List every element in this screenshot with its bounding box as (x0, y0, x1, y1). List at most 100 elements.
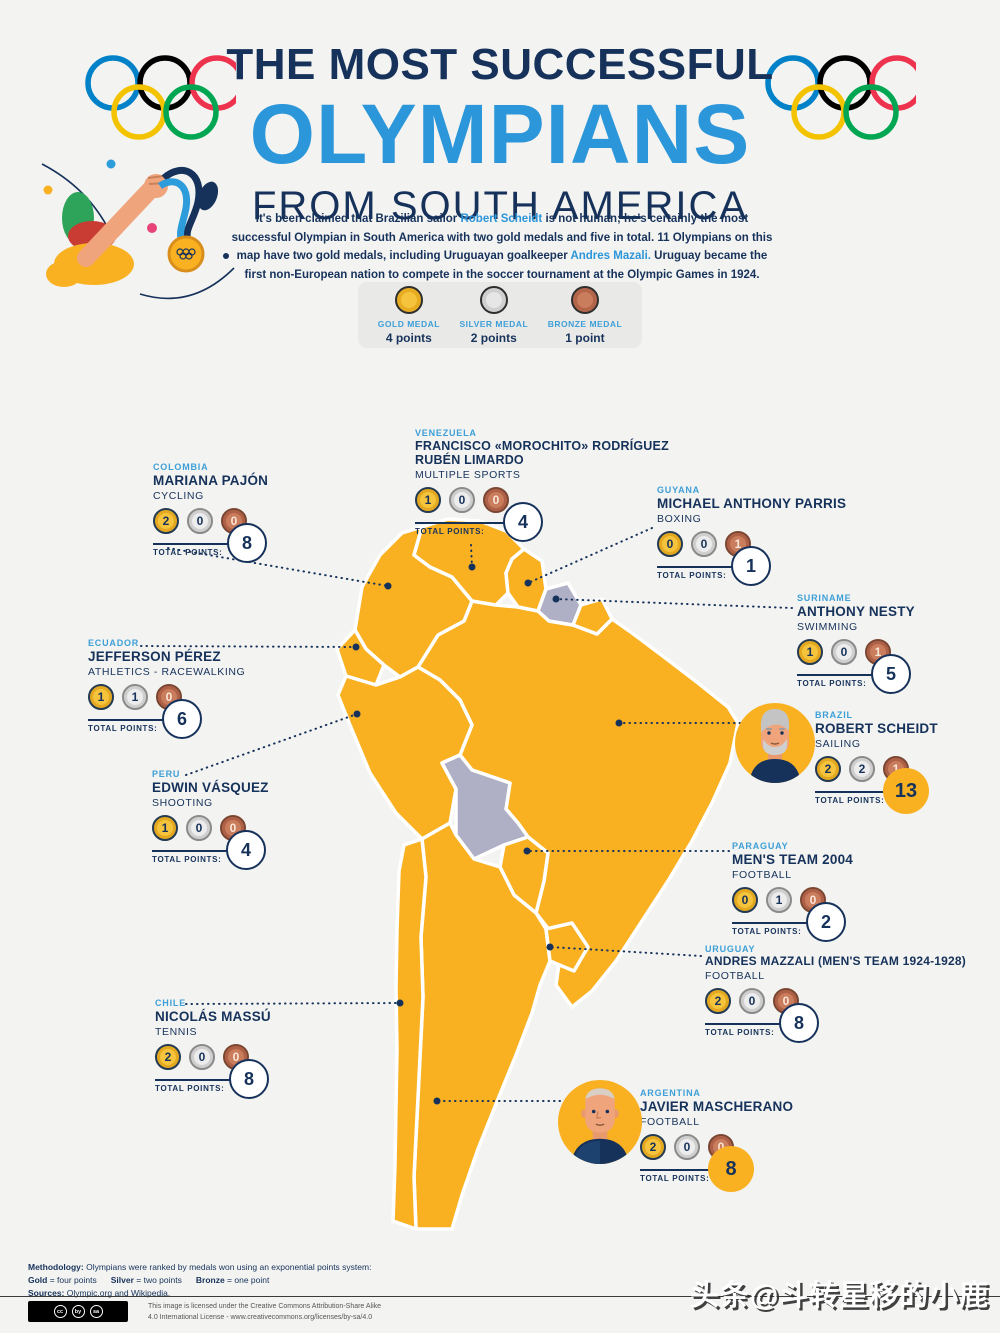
south-america-map (300, 515, 740, 1235)
athlete-callout-peru: PERU EDWIN VÁSQUEZ SHOOTING 1 0 0 TOTAL POINTS… (152, 769, 269, 871)
country-label-uruguay: URUGUAY (705, 944, 756, 954)
link-andres-mazali[interactable]: Andres Mazali. (570, 250, 651, 263)
athlete-name: EDWIN VÁSQUEZ (152, 780, 269, 795)
athlete-sport: BOXING (657, 513, 702, 526)
olympic-rings-icon-right (764, 54, 916, 152)
total-points-value: 8 (779, 1003, 819, 1044)
cc-license-badge: cc by sa (28, 1301, 128, 1322)
athlete-name: MARIANA PAJÓN (153, 473, 269, 488)
total-points-value: 4 (503, 502, 543, 542)
country-label-peru: PERU (152, 769, 181, 779)
cc-cc-icon: cc (53, 1305, 67, 1318)
total-points-label: TOTAL POINTS: (815, 796, 885, 806)
footer-methodology: Methodology: Olympians were ranked by me… (28, 1261, 371, 1299)
link-robert-scheidt[interactable]: Robert Scheidt (460, 213, 543, 225)
athlete-name: JAVIER MASCHERANO (640, 1099, 794, 1114)
gold-medal-count: 0 (732, 887, 758, 914)
athlete-sport: ATHLETICS - RACEWALKING (88, 666, 246, 679)
athlete-sport: CYCLING (153, 490, 204, 503)
title-line-3: FROM SOUTH AMERICA (251, 184, 749, 228)
country-label-ecuador: ECUADOR (88, 638, 140, 648)
license-text: This image is licensed under the Creativ… (148, 1301, 381, 1323)
medal-points-legend: GOLD MEDAL 4 points SILVER MEDAL 2 point… (358, 282, 642, 348)
country-label-brazil: BRAZIL (815, 710, 853, 720)
silver-medal-count: 0 (449, 487, 475, 513)
total-points-value: 6 (162, 699, 202, 740)
athlete-callout-chile: CHILE NICOLÁS MASSÚ TENNIS 2 0 0 TOTAL POINTS:… (155, 998, 271, 1100)
athlete-callout-colombia: COLOMBIA MARIANA PAJÓN CYCLING 2 0 0 TOTAL POI… (153, 462, 269, 564)
silver-medal-count: 0 (674, 1134, 700, 1161)
intro-text-pre: It's been claimed that Brazilian sailor (255, 213, 461, 225)
total-points-value: 2 (806, 902, 846, 943)
total-points-label: TOTAL POINTS: (153, 548, 223, 558)
olympic-rings-icon-left (84, 54, 236, 152)
athlete-callout-guyana: GUYANA MICHAEL ANTHONY PARRIS BOXING 0 0 1 TOT… (657, 485, 846, 587)
legend-item-bronze: BRONZE MEDAL 1 point (547, 285, 623, 345)
medal-count-row: 200 (640, 1134, 793, 1161)
total-points-label: TOTAL POINTS: (640, 1174, 710, 1184)
license-line-2: 4.0 International License - www.creative… (148, 1314, 373, 1322)
silver-medal-icon (479, 285, 508, 314)
athlete-sport: MULTIPLE SPORTS (415, 469, 521, 481)
gold-medal-count: 1 (152, 815, 178, 842)
total-points-label: TOTAL POINTS: (797, 679, 867, 689)
athlete-callout-uruguay: URUGUAY ANDRES MAZZALI (MEN'S TEAM 1924-1… (705, 944, 966, 1044)
intro-text-mid: is not human; he's certainly the most su… (231, 213, 773, 263)
medal-hand-illustration (36, 136, 240, 308)
total-points-rule: TOTAL POINTS: 4 (415, 502, 543, 542)
total-points-label: TOTAL POINTS: (732, 927, 802, 937)
footer-divider (0, 1296, 1000, 1297)
country-label-argentina: ARGENTINA (640, 1088, 701, 1098)
legend-item-gold: GOLD MEDAL 4 points (377, 285, 440, 345)
gold-medal-count: 1 (797, 639, 823, 666)
cc-by-icon: by (71, 1305, 85, 1318)
athlete-sport: FOOTBALL (640, 1116, 700, 1129)
athlete-name: ANTHONY NESTY (797, 604, 915, 619)
title-line-1: THE MOST SUCCESSFUL (226, 40, 774, 89)
athlete-name: MEN'S TEAM 2004 (732, 852, 853, 867)
total-points-value: 8 (229, 1059, 269, 1100)
gold-medal-count: 2 (155, 1044, 181, 1071)
intro-text-post: Uruguay became the first non-European na… (244, 250, 768, 281)
athlete-avatar-brazil (735, 703, 815, 783)
athlete-callout-ecuador: ECUADOR JEFFERSON PÉREZ ATHLETICS - RACEWA… (88, 638, 246, 740)
legend-points-silver: 2 points (470, 330, 517, 345)
gold-medal-count: 0 (657, 531, 683, 558)
bronze-medal-count: 0 (483, 487, 509, 513)
gold-medal-count: 2 (815, 756, 841, 783)
silver-medal-count: 0 (739, 988, 765, 1015)
silver-medal-count: 0 (189, 1044, 215, 1071)
country-label-paraguay: PARAGUAY (732, 841, 789, 851)
cc-sa-icon: sa (89, 1305, 103, 1318)
total-points-rule: TOTAL POINTS: 13 (815, 768, 929, 815)
country-label-venezuela: VENEZUELA (415, 428, 477, 438)
gold-medal-count: 2 (705, 988, 731, 1015)
scoring-line: Gold = four points Silver = two points Bro… (28, 1274, 371, 1287)
total-points-label: TOTAL POINTS: (155, 1084, 225, 1094)
athlete-avatar-argentina (558, 1080, 642, 1164)
total-points-rule: TOTAL POINTS: 1 (657, 546, 771, 587)
gold-medal-count: 2 (640, 1134, 666, 1161)
athlete-name: ANDRES MAZZALI (MEN'S TEAM 1924-1928) (705, 954, 966, 968)
athlete-sport: SWIMMING (797, 621, 858, 634)
total-points-rule: TOTAL POINTS: 8 (155, 1059, 269, 1100)
legend-label-gold: GOLD MEDAL (377, 318, 440, 329)
total-points-rule: TOTAL POINTS: 5 (797, 654, 911, 695)
athlete-sport: FOOTBALL (732, 869, 792, 882)
title-block: THE MOST SUCCESSFUL OLYMPIANS FROM SOUTH… (0, 40, 1000, 229)
legend-points-bronze: 1 point (565, 330, 605, 345)
intro-paragraph: It's been claimed that Brazilian sailor … (228, 210, 776, 285)
athlete-name: ROBERT SCHEIDT (815, 721, 938, 736)
silver-medal-count: 1 (766, 887, 792, 914)
athlete-sport: FOOTBALL (705, 970, 765, 983)
total-points-value: 4 (226, 830, 266, 871)
legend-label-bronze: BRONZE MEDAL (547, 318, 623, 329)
total-points-rule: TOTAL POINTS: 6 (88, 699, 202, 740)
legend-label-silver: SILVER MEDAL (459, 318, 529, 329)
map-country-peru (336, 665, 474, 841)
